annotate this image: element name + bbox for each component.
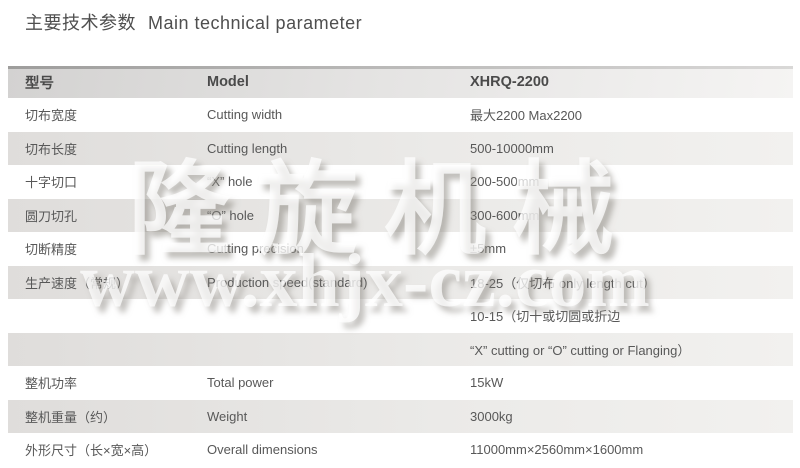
param-value: 15kW [470,375,504,391]
param-value: 500-10000mm [470,140,554,156]
param-name-zh: 切布宽度 [25,108,78,124]
table-row: 整机功率 Total power 15kW [8,366,793,400]
param-name-en: Total power [207,375,274,391]
param-name-en: Weight [207,408,248,424]
table-row: 十字切口 “X” hole 200-500mm [8,165,793,199]
param-name-zh: 整机功率 [25,376,78,392]
table-row: 切布宽度 Cutting width 最大2200 Max2200 [8,98,793,132]
param-value: ±5mm [470,241,507,257]
param-value: 11000mm×2560mm×1600mm [470,442,644,458]
param-name-zh: 整机重量（约） [25,409,117,425]
param-value: 300-600mm [470,207,540,223]
table-row: 切断精度 Cutting precision ±5mm [8,232,793,266]
table-row: 外形尺寸（长×宽×高） Overall dimensions 11000mm×2… [8,433,793,467]
header-model-value: XHRQ-2200 [470,74,549,90]
spec-table: 型号 Model XHRQ-2200 切布宽度 Cutting width 最大… [8,66,793,467]
param-name-en: Overall dimensions [207,442,318,458]
param-name-en: Production speed(standard) [207,274,368,290]
page-title: 主要技术参数 Main technical parameter [25,9,362,35]
param-name-en: “X” hole [207,174,253,190]
table-row: 整机重量（约） Weight 3000kg [8,399,793,433]
table-row: 切布长度 Cutting length 500-10000mm [8,131,793,165]
param-name-zh: 切断精度 [25,242,78,258]
param-name-zh: 生产速度（常规） [25,275,130,291]
param-name-en: Cutting length [207,140,288,156]
param-name-zh: 切布长度 [25,141,78,157]
header-model-zh: 型号 [25,75,54,92]
table-row: 圆刀切孔 “O” hole 300-600mm [8,198,793,232]
param-name-zh: 圆刀切孔 [25,208,78,224]
table-row: 10-15（切十或切圆或折边 [8,299,793,333]
table-header-row: 型号 Model XHRQ-2200 [8,66,793,98]
table-row: “X” cutting or “O” cutting or Flanging） [8,332,793,366]
header-model-en: Model [207,74,249,90]
param-value: “X” cutting or “O” cutting or Flanging） [470,342,691,358]
param-value: 3000kg [470,408,513,424]
table-row: 生产速度（常规） Production speed(standard) 18-2… [8,265,793,299]
param-name-zh: 外形尺寸（长×宽×高） [25,443,158,459]
param-name-en: “O” hole [207,207,254,223]
param-value: 最大2200 Max2200 [470,108,583,124]
param-value: 18-25（仅切布 only length cut） [470,275,656,291]
param-value: 10-15（切十或切圆或折边 [470,309,621,325]
param-name-en: Cutting precision [207,241,304,257]
page-title-zh: 主要技术参数 [25,13,136,33]
param-name-zh: 十字切口 [25,175,78,191]
page-title-en: Main technical parameter [148,13,363,33]
param-name-en: Cutting width [207,107,283,123]
param-value: 200-500mm [470,174,540,190]
